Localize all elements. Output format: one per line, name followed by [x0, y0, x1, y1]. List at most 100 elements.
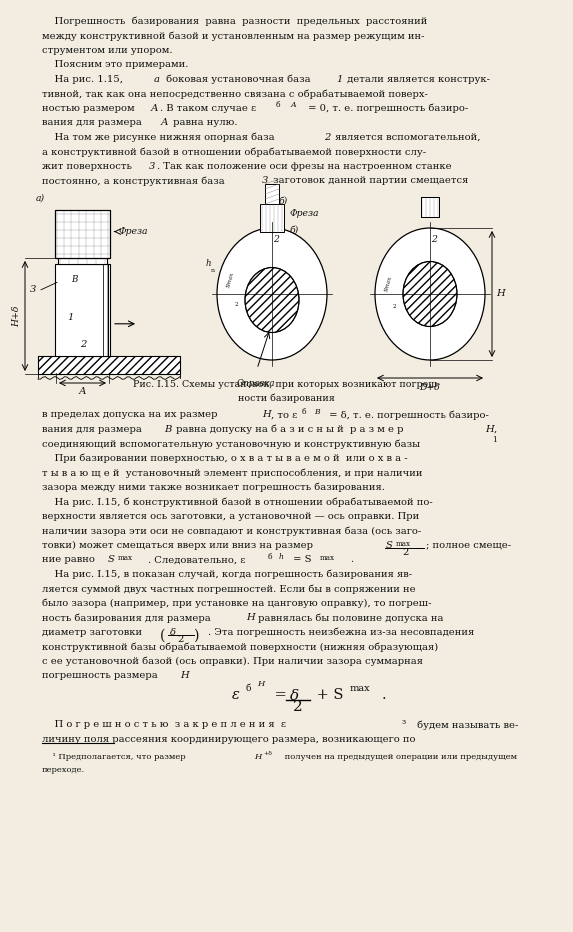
Ellipse shape [403, 262, 457, 326]
Text: Поясним это примерами.: Поясним это примерами. [42, 61, 189, 70]
Text: + S: + S [312, 688, 343, 702]
Text: ε: ε [231, 688, 240, 702]
Text: В: В [314, 408, 320, 416]
Text: равна допуску на б а з и с н ы й  р а з м е р: равна допуску на б а з и с н ы й р а з м… [173, 425, 410, 434]
Bar [38, 356, 180, 374]
Text: H: H [485, 425, 494, 434]
Text: конструктивной базы обрабатываемой поверхности (нижняя образующая): конструктивной базы обрабатываемой повер… [42, 642, 438, 652]
Text: +δ: +δ [263, 750, 272, 756]
Text: = 0, т. е. погрешность базиро-: = 0, т. е. погрешность базиро- [305, 104, 468, 114]
Text: струментом или упором.: струментом или упором. [42, 46, 172, 55]
Text: H+δ: H+δ [12, 306, 21, 327]
Text: товки) может смещаться вверх или вниз на размер: товки) может смещаться вверх или вниз на… [42, 541, 316, 550]
Text: = S: = S [290, 555, 312, 565]
Bar [265, 184, 279, 204]
Text: ность базирования для размера: ность базирования для размера [42, 613, 214, 623]
Text: n: n [211, 267, 215, 272]
Text: H: H [246, 613, 255, 623]
Text: .: . [382, 688, 386, 702]
Text: max: max [396, 541, 411, 548]
Text: , то ε: , то ε [271, 410, 297, 419]
Text: Smax: Smax [384, 275, 394, 293]
Text: . В таком случае ε: . В таком случае ε [160, 104, 256, 113]
Text: Рис. I.15. Схемы установок, при которых возникают погреш-: Рис. I.15. Схемы установок, при которых … [133, 380, 440, 389]
Text: 2: 2 [431, 235, 437, 243]
Text: А: А [161, 118, 168, 128]
Text: зазора между ними также возникает погрешность базирования.: зазора между ними также возникает погреш… [42, 483, 385, 492]
Text: H: H [254, 753, 261, 761]
Text: а: а [154, 75, 160, 84]
Text: H: H [496, 290, 505, 298]
Ellipse shape [245, 267, 299, 333]
Text: тивной, так как она непосредственно связана с обрабатываемой поверх-: тивной, так как она непосредственно связ… [42, 89, 428, 99]
Text: 1: 1 [492, 436, 497, 445]
Text: На рис. I.15, б конструктивной базой в отношении обрабатываемой по-: На рис. I.15, б конструктивной базой в о… [42, 498, 433, 507]
Text: жит поверхность: жит поверхность [42, 162, 135, 171]
Text: личину поля рассеяния координирующего размера, возникающего по: личину поля рассеяния координирующего ра… [42, 734, 415, 744]
Text: б: б [302, 408, 307, 416]
Text: На рис. 1.15,: На рис. 1.15, [42, 75, 126, 84]
Text: равна нулю.: равна нулю. [170, 118, 237, 128]
Text: Погрешность  базирования  равна  разности  предельных  расстояний: Погрешность базирования равна разности п… [42, 17, 427, 26]
Text: H: H [257, 680, 265, 688]
Text: с ее установочной базой (ось оправки). При наличии зазора суммарная: с ее установочной базой (ось оправки). П… [42, 657, 423, 666]
Text: будем называть ве-: будем называть ве- [414, 720, 519, 730]
Text: ние равно: ние равно [42, 555, 98, 565]
Bar [38, 356, 180, 374]
Text: S: S [386, 541, 393, 550]
Text: 1: 1 [67, 313, 73, 322]
Text: А: А [79, 387, 87, 396]
Text: D+δ: D+δ [419, 383, 441, 392]
Text: .: . [350, 555, 353, 565]
Text: ¹ Предполагается, что размер: ¹ Предполагается, что размер [42, 753, 189, 761]
Text: 2: 2 [324, 133, 331, 142]
Bar [421, 197, 439, 217]
Text: вания для размера: вания для размера [42, 425, 145, 434]
Bar [58, 258, 107, 264]
Text: 2: 2 [177, 635, 183, 644]
Text: 2: 2 [273, 235, 279, 243]
Text: . Так как положение оси фрезы на настроенном станке: . Так как положение оси фрезы на настрое… [157, 162, 452, 171]
Text: ): ) [194, 628, 199, 642]
Text: 3: 3 [149, 162, 155, 171]
Text: ; полное смеще-: ; полное смеще- [426, 541, 511, 550]
Bar [421, 197, 439, 217]
Text: =: = [269, 688, 291, 702]
Text: S: S [108, 555, 115, 565]
Text: соединяющий вспомогательную установочную и конструктивную базы: соединяющий вспомогательную установочную… [42, 440, 423, 449]
Text: верхности является ось заготовки, а установочной — ось оправки. При: верхности является ось заготовки, а уста… [42, 512, 419, 521]
Text: max: max [320, 554, 335, 562]
Text: Оправка: Оправка [237, 379, 276, 388]
Text: h: h [205, 259, 211, 268]
Ellipse shape [375, 228, 485, 360]
Text: з: з [402, 718, 406, 726]
Text: Фреза: Фреза [290, 210, 320, 218]
Text: заготовок данной партии смещается: заготовок данной партии смещается [270, 176, 468, 185]
Text: 3: 3 [262, 176, 268, 185]
Bar [103, 264, 110, 356]
Text: а конструктивной базой в отношении обрабатываемой поверхности слу-: а конструктивной базой в отношении обраб… [42, 147, 426, 157]
Text: погрешность размера: погрешность размера [42, 671, 161, 680]
Text: При базировании поверхностью, о х в а т ы в а е м о й  или о х в а -: При базировании поверхностью, о х в а т … [42, 454, 407, 463]
Text: h: h [279, 554, 284, 561]
Text: (: ( [160, 628, 166, 642]
Text: 2: 2 [293, 700, 303, 714]
Text: На рис. I.15, в показан случай, когда погрешность базирования яв-: На рис. I.15, в показан случай, когда по… [42, 570, 412, 580]
Text: δ: δ [290, 689, 299, 703]
Text: H: H [262, 410, 271, 419]
Text: детали является конструк-: детали является конструк- [344, 75, 490, 84]
Text: между конструктивной базой и установленным на размер режущим ин-: между конструктивной базой и установленн… [42, 32, 425, 41]
Text: б: б [268, 554, 273, 561]
Text: max: max [350, 684, 370, 692]
Text: было зазора (например, при установке на цанговую оправку), то погреш-: было зазора (например, при установке на … [42, 599, 431, 609]
Text: ностью размером: ностью размером [42, 104, 138, 113]
Text: 1: 1 [336, 75, 343, 84]
Bar [260, 204, 284, 232]
Bar [55, 264, 110, 356]
Bar [55, 210, 110, 258]
Bar [55, 210, 110, 258]
Text: ляется суммой двух частных погрешностей. Если бы в сопряжении не: ляется суммой двух частных погрешностей.… [42, 584, 415, 594]
Text: . Эта погрешность неизбежна из-за несовпадения: . Эта погрешность неизбежна из-за несовп… [208, 628, 474, 637]
Text: равнялась бы половине допуска на: равнялась бы половине допуска на [255, 613, 444, 623]
Text: т ы в а ю щ е й  установочный элемент приспособления, и при наличии: т ы в а ю щ е й установочный элемент при… [42, 469, 422, 478]
